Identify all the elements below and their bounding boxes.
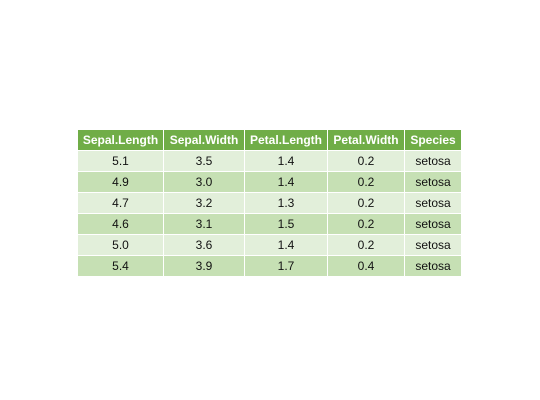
- cell-sepal-length: 5.1: [78, 151, 164, 172]
- cell-petal-length: 1.4: [245, 172, 328, 193]
- cell-petal-width: 0.2: [328, 214, 405, 235]
- cell-species: setosa: [405, 235, 461, 256]
- data-table-container: Sepal.Length Sepal.Width Petal.Length Pe…: [78, 130, 461, 277]
- cell-petal-length: 1.4: [245, 151, 328, 172]
- cell-petal-length: 1.7: [245, 256, 328, 277]
- cell-species: setosa: [405, 256, 461, 277]
- table-header: Sepal.Length Sepal.Width Petal.Length Pe…: [78, 130, 461, 151]
- cell-sepal-width: 3.0: [164, 172, 245, 193]
- cell-species: setosa: [405, 172, 461, 193]
- cell-species: setosa: [405, 214, 461, 235]
- cell-sepal-length: 4.6: [78, 214, 164, 235]
- iris-data-table: Sepal.Length Sepal.Width Petal.Length Pe…: [78, 130, 461, 277]
- cell-petal-width: 0.2: [328, 172, 405, 193]
- cell-sepal-length: 5.4: [78, 256, 164, 277]
- cell-petal-width: 0.4: [328, 256, 405, 277]
- column-header-sepal-width: Sepal.Width: [164, 130, 245, 151]
- cell-petal-length: 1.3: [245, 193, 328, 214]
- table-row: 4.6 3.1 1.5 0.2 setosa: [78, 214, 461, 235]
- column-header-petal-width: Petal.Width: [328, 130, 405, 151]
- cell-petal-width: 0.2: [328, 235, 405, 256]
- table-row: 5.1 3.5 1.4 0.2 setosa: [78, 151, 461, 172]
- table-row: 4.9 3.0 1.4 0.2 setosa: [78, 172, 461, 193]
- cell-petal-length: 1.4: [245, 235, 328, 256]
- cell-petal-length: 1.5: [245, 214, 328, 235]
- cell-petal-width: 0.2: [328, 151, 405, 172]
- cell-sepal-length: 5.0: [78, 235, 164, 256]
- table-body: 5.1 3.5 1.4 0.2 setosa 4.9 3.0 1.4 0.2 s…: [78, 151, 461, 277]
- cell-sepal-length: 4.7: [78, 193, 164, 214]
- cell-petal-width: 0.2: [328, 193, 405, 214]
- table-row: 4.7 3.2 1.3 0.2 setosa: [78, 193, 461, 214]
- cell-sepal-width: 3.5: [164, 151, 245, 172]
- cell-sepal-width: 3.6: [164, 235, 245, 256]
- cell-sepal-width: 3.9: [164, 256, 245, 277]
- column-header-species: Species: [405, 130, 461, 151]
- column-header-petal-length: Petal.Length: [245, 130, 328, 151]
- cell-sepal-width: 3.2: [164, 193, 245, 214]
- cell-species: setosa: [405, 193, 461, 214]
- table-row: 5.0 3.6 1.4 0.2 setosa: [78, 235, 461, 256]
- header-row: Sepal.Length Sepal.Width Petal.Length Pe…: [78, 130, 461, 151]
- cell-sepal-length: 4.9: [78, 172, 164, 193]
- column-header-sepal-length: Sepal.Length: [78, 130, 164, 151]
- table-row: 5.4 3.9 1.7 0.4 setosa: [78, 256, 461, 277]
- cell-species: setosa: [405, 151, 461, 172]
- cell-sepal-width: 3.1: [164, 214, 245, 235]
